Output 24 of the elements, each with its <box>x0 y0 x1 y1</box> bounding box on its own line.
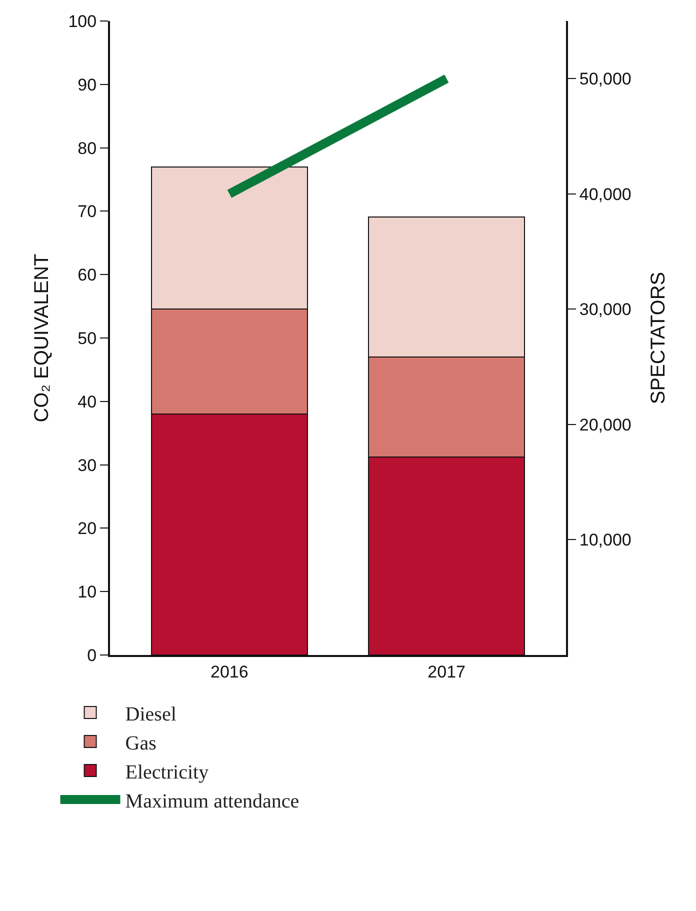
y2-axis-title: SPECTATORS <box>647 272 670 404</box>
y-tick-label: 10 <box>78 582 97 602</box>
x-tick-label: 2016 <box>210 662 248 682</box>
y-axis-title: CO₂ EQUIVALENT <box>31 254 54 422</box>
y-tick-label: 70 <box>78 202 97 222</box>
y-tick-label: 20 <box>78 519 97 538</box>
y-tick-label: 80 <box>78 138 97 158</box>
y-tick-label: 30 <box>78 456 97 475</box>
y2-tick-label: 20,000 <box>579 415 632 434</box>
legend-label: Gas <box>125 732 157 754</box>
y-tick-label: 100 <box>68 12 97 31</box>
y-tick-label: 50 <box>78 328 97 348</box>
y-tick-label: 90 <box>78 75 97 94</box>
legend-label: Maximum attendance <box>125 790 300 812</box>
x-tick-label: 2017 <box>428 662 466 682</box>
y2-tick-label: 40,000 <box>579 184 632 204</box>
y2-tick-label: 10,000 <box>579 530 632 550</box>
legend-label: Diesel <box>125 703 177 726</box>
legend-label: Electricity <box>125 761 209 784</box>
y-tick-label: 60 <box>78 266 97 285</box>
y-tick-label: 0 <box>87 646 97 665</box>
y2-tick-label: 50,000 <box>579 70 632 89</box>
y2-tick-label: 30,000 <box>579 300 632 320</box>
y-tick-label: 40 <box>78 392 97 412</box>
